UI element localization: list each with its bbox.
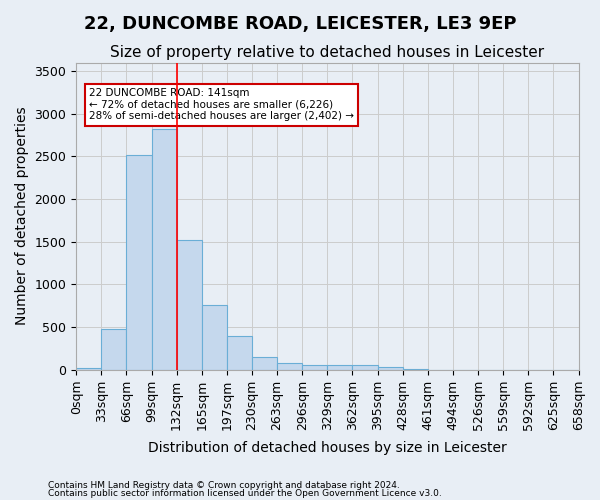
Bar bbox=[176, 240, 202, 370]
Bar bbox=[328, 365, 352, 370]
Bar bbox=[202, 305, 227, 370]
Bar bbox=[403, 369, 428, 370]
X-axis label: Distribution of detached houses by size in Leicester: Distribution of detached houses by size … bbox=[148, 441, 507, 455]
Bar bbox=[76, 368, 101, 370]
Text: 22, DUNCOMBE ROAD, LEICESTER, LE3 9EP: 22, DUNCOMBE ROAD, LEICESTER, LE3 9EP bbox=[84, 15, 516, 33]
Text: Contains HM Land Registry data © Crown copyright and database right 2024.: Contains HM Land Registry data © Crown c… bbox=[48, 481, 400, 490]
Text: Contains public sector information licensed under the Open Government Licence v3: Contains public sector information licen… bbox=[48, 488, 442, 498]
Bar bbox=[352, 365, 377, 370]
Text: 22 DUNCOMBE ROAD: 141sqm
← 72% of detached houses are smaller (6,226)
28% of sem: 22 DUNCOMBE ROAD: 141sqm ← 72% of detach… bbox=[89, 88, 354, 122]
Bar bbox=[302, 365, 328, 370]
Bar bbox=[152, 129, 176, 370]
Bar bbox=[101, 328, 127, 370]
Title: Size of property relative to detached houses in Leicester: Size of property relative to detached ho… bbox=[110, 45, 544, 60]
Y-axis label: Number of detached properties: Number of detached properties bbox=[15, 107, 29, 326]
Bar bbox=[277, 364, 302, 370]
Bar bbox=[127, 154, 152, 370]
Bar bbox=[377, 367, 403, 370]
Bar bbox=[227, 336, 252, 370]
Bar bbox=[252, 358, 277, 370]
